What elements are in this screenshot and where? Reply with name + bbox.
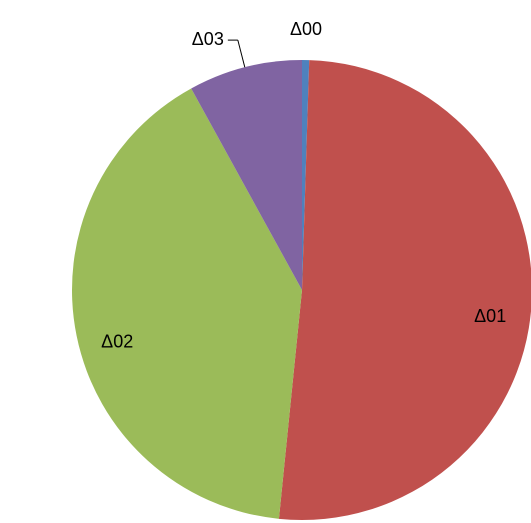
leader-line (237, 39, 246, 68)
slice-label: Δ02 (101, 331, 133, 351)
pie-slice (278, 60, 531, 520)
pie-slice (191, 60, 302, 290)
pie-slice (302, 60, 310, 290)
slice-label: Δ00 (290, 19, 322, 39)
slice-label: Δ01 (474, 306, 506, 326)
slice-label: Δ03 (192, 29, 224, 49)
pie-slice (72, 88, 303, 519)
